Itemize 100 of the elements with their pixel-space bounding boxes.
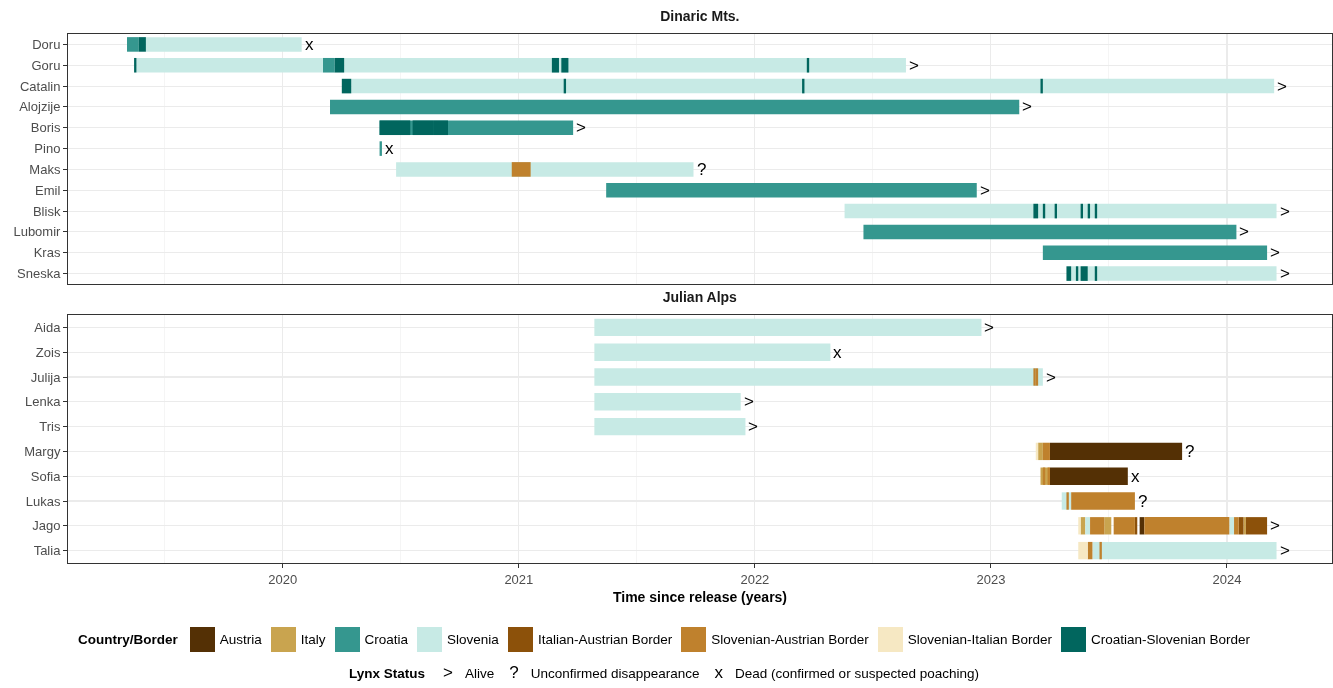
y-tick-label: Lubomir	[13, 224, 62, 240]
annotation: >	[576, 118, 586, 137]
annotation: >	[744, 392, 754, 411]
bar	[551, 57, 559, 73]
annotation: x	[833, 343, 842, 362]
legend-title: Lynx Status	[349, 665, 426, 681]
bar	[594, 318, 982, 337]
legend-title: Country/Border	[78, 631, 178, 647]
bar	[1092, 541, 1277, 560]
chart-title: Julian Alps	[662, 289, 738, 306]
bar	[1066, 492, 1069, 510]
legend-label: Italy	[300, 631, 326, 647]
y-tick-label: Julija	[30, 369, 62, 385]
bar	[1080, 266, 1088, 281]
y-tick-label: Jago	[32, 518, 61, 534]
bar	[396, 162, 694, 177]
annotation: >	[1270, 516, 1280, 535]
y-tick-label: Aida	[34, 319, 62, 335]
annotation: ?	[1138, 492, 1148, 511]
y-tick-label: Zois	[35, 344, 61, 360]
y-tick-label: Pino	[34, 141, 61, 157]
legend-label: Austria	[219, 631, 262, 647]
text: x	[714, 663, 724, 683]
annotation: >	[1280, 264, 1290, 283]
bar	[1042, 442, 1050, 461]
bar	[594, 393, 741, 411]
text: >	[443, 663, 453, 683]
bar	[1071, 266, 1277, 281]
x-tick-label: 2024	[1212, 571, 1242, 587]
y-tick-label: Alojzije	[19, 99, 61, 115]
x-tick-label: 2020	[268, 571, 298, 587]
annotation: >	[1046, 368, 1056, 387]
x-tick-label: 2021	[504, 571, 534, 587]
y-tick-label: Catalin	[19, 78, 61, 94]
annotation: >	[1277, 77, 1287, 96]
bar	[1042, 245, 1268, 261]
legend-label: Croatia	[364, 631, 409, 647]
chart-title: Dinaric Mts.	[660, 8, 740, 25]
bar	[1085, 517, 1091, 535]
bar	[341, 78, 352, 94]
bar	[594, 343, 831, 361]
y-tick-label: Goru	[31, 57, 61, 73]
bar	[1038, 442, 1043, 461]
bar	[594, 417, 746, 436]
bar	[379, 120, 411, 136]
legend-label: Slovenia	[447, 631, 499, 647]
legend-label: Slovenian-Austrian Border	[711, 631, 869, 647]
x-axis-title: Time since release (years)	[612, 588, 788, 605]
annotation: >	[748, 417, 758, 436]
annotation: >	[1280, 541, 1290, 560]
text: Dead (confirmed or suspected poaching)	[735, 665, 979, 681]
bar	[594, 368, 1043, 386]
bar	[1078, 541, 1088, 560]
x-tick-label: 2023	[976, 571, 1006, 587]
y-tick-label: Maks	[29, 161, 61, 177]
bar	[351, 78, 1275, 94]
bar	[511, 162, 531, 177]
annotation: ?	[697, 160, 707, 179]
bar	[606, 182, 977, 198]
annotation: >	[1239, 222, 1249, 241]
bar	[1234, 517, 1239, 535]
bar	[322, 57, 335, 73]
text: ?	[509, 663, 519, 683]
bar	[145, 37, 302, 52]
bar	[344, 57, 906, 73]
y-tick-label: Lukas	[25, 493, 61, 509]
annotation: ?	[1185, 442, 1195, 461]
y-tick-label: Emil	[35, 182, 61, 198]
bar	[561, 57, 569, 73]
bar	[1071, 492, 1135, 510]
y-tick-label: Talia	[33, 543, 62, 559]
legend-label: Italian-Austrian Border	[537, 631, 673, 647]
bar	[127, 37, 139, 52]
bar	[334, 57, 345, 73]
legend-label: Slovenian-Italian Border	[907, 631, 1052, 647]
bar	[1229, 517, 1235, 535]
bar	[1066, 266, 1072, 281]
y-tick-label: Blisk	[32, 203, 61, 219]
text: Unconfirmed disappearance	[530, 665, 700, 681]
bar	[136, 57, 323, 73]
bar	[1040, 78, 1043, 94]
bar	[138, 37, 146, 52]
annotation: x	[385, 139, 394, 158]
annotation: >	[1280, 202, 1290, 221]
bar	[1090, 517, 1105, 535]
bar	[1049, 467, 1128, 485]
bar	[1243, 517, 1246, 535]
annotation: >	[980, 181, 990, 200]
y-tick-label: Tris	[39, 419, 61, 435]
bar	[1033, 203, 1039, 219]
y-tick-label: Doru	[32, 36, 61, 52]
text: Alive	[464, 665, 495, 681]
y-tick-label: Sneska	[17, 266, 62, 282]
annotation: >	[909, 56, 919, 75]
y-tick-label: Lenka	[24, 394, 62, 410]
bar	[1049, 442, 1183, 461]
annotation: >	[984, 318, 994, 337]
annotation: >	[1270, 243, 1280, 262]
y-tick-label: Kras	[33, 245, 61, 261]
bar	[1245, 517, 1268, 535]
